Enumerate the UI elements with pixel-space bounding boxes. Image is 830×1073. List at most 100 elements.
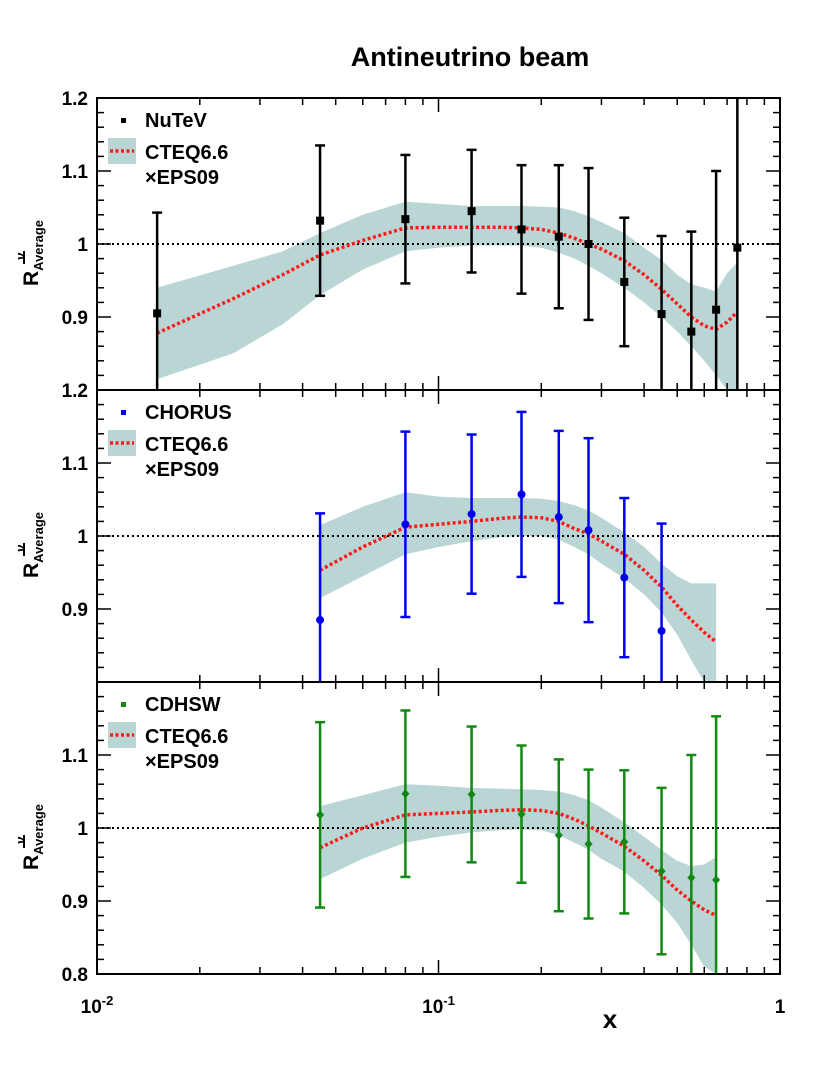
marker-diamond <box>401 789 410 799</box>
legend-label: ×EPS09 <box>145 751 219 773</box>
x-ticks <box>96 98 766 390</box>
legend-marker <box>121 702 126 707</box>
y-tick-label: 0.9 <box>62 892 88 913</box>
y-axis-title: RAverageν <box>13 804 46 870</box>
theory-curve <box>319 808 717 918</box>
data-point <box>619 216 630 348</box>
data-point <box>466 148 477 274</box>
data-point <box>466 433 477 595</box>
legend-label: CDHSW <box>145 694 221 716</box>
y-tick-label: 0.9 <box>62 308 88 329</box>
legend-label: CTEQ6.6 <box>145 726 228 748</box>
data-point <box>400 709 411 879</box>
data-point <box>686 753 697 974</box>
marker-circle <box>467 510 476 519</box>
y-axis-title-main: R <box>20 855 43 870</box>
theory-curve <box>156 225 739 335</box>
data-point <box>733 98 742 390</box>
data-point <box>466 725 477 864</box>
data-point <box>619 496 630 659</box>
y-axis-title-sup: ν <box>13 252 28 260</box>
legend-label: NuTeV <box>145 110 208 132</box>
theory-curve <box>319 515 718 644</box>
data-point <box>686 230 697 390</box>
legend-label: ×EPS09 <box>145 459 219 481</box>
panel-nutev: 0.9 1 1.1 1.2 NuTeV CTEQ6.6 ×EPS09 <box>62 89 781 391</box>
legend: CHORUS CTEQ6.6 ×EPS09 <box>108 402 232 481</box>
y-tick-label: 1.1 <box>62 746 89 767</box>
panel-cdhsw: 0.8 0.9 1 1.1 CDHSW CTEQ6.6 ×EPS09 <box>62 681 781 986</box>
uncertainty-band <box>320 784 717 974</box>
y-ticks <box>97 681 780 975</box>
y-tick-label: 1 <box>77 819 88 840</box>
panel-chorus: 0.9 1 1.1 1.2 CHORUS CTEQ6.6 ×EPS09 <box>62 381 781 683</box>
marker-diamond <box>584 839 593 849</box>
y-tick-label: 1 <box>77 527 88 548</box>
data-point <box>656 522 667 682</box>
y-axis-title-main: R <box>20 271 43 286</box>
data-point <box>516 163 527 295</box>
x-axis-tick-labels: 10-2 10-1 1 <box>81 993 786 1018</box>
marker-circle <box>316 615 325 624</box>
y-axis-title-sub: Average <box>31 804 46 855</box>
data-point <box>619 769 630 915</box>
data-point <box>516 744 527 884</box>
y-tick-label: 1.2 <box>62 89 88 110</box>
y-axis-title: RAverageν <box>13 512 46 578</box>
data-point <box>553 163 564 310</box>
plot-area <box>97 709 780 974</box>
marker-square <box>584 240 593 248</box>
legend-label: CTEQ6.6 <box>145 142 228 164</box>
x-tick-label-exp: -1 <box>443 993 455 1008</box>
marker-circle <box>517 490 526 499</box>
x-tick-label: 1 <box>775 997 786 1018</box>
y-ticks <box>97 389 780 683</box>
data-point <box>400 430 411 619</box>
plot-area <box>97 98 780 390</box>
data-point <box>315 720 326 909</box>
marker-square <box>467 207 476 216</box>
marker-square <box>733 243 742 252</box>
legend: NuTeV CTEQ6.6 ×EPS09 <box>108 110 228 189</box>
marker-square <box>687 327 696 336</box>
panels: 0.9 1 1.1 1.2 NuTeV CTEQ6.6 ×EPS09 0.9 1 1.1 1.2 CH… <box>62 89 781 986</box>
legend-marker <box>121 118 126 123</box>
x-tick-label-base: 10 <box>81 997 102 1018</box>
chart-title: Antineutrino beam <box>351 42 590 72</box>
y-tick-label: 1.2 <box>62 381 88 402</box>
data-point <box>553 758 564 913</box>
marker-diamond <box>657 866 666 876</box>
marker-circle <box>554 513 563 522</box>
marker-square <box>517 225 526 234</box>
y-axis-title-sup: ν <box>13 836 28 844</box>
data-point <box>583 436 594 624</box>
x-axis-title: x <box>603 1004 618 1034</box>
marker-diamond <box>687 873 696 883</box>
marker-square <box>620 277 629 286</box>
marker-circle <box>401 520 410 529</box>
legend-label: CTEQ6.6 <box>145 434 228 456</box>
y-axis-title: RAverageν <box>13 220 46 286</box>
marker-circle <box>620 573 629 582</box>
data-point <box>711 169 722 390</box>
x-tick-label-base: 10 <box>422 997 443 1018</box>
uncertainty-band <box>157 201 738 390</box>
data-point <box>583 768 594 920</box>
y-axis-title-sub: Average <box>31 512 46 563</box>
x-ticks <box>96 682 766 974</box>
marker-diamond <box>554 830 563 840</box>
data-point <box>315 512 326 682</box>
marker-square <box>554 232 563 241</box>
data-point <box>400 153 411 285</box>
marker-square <box>657 310 666 319</box>
y-tick-label: 1 <box>77 235 88 256</box>
data-point <box>516 410 527 579</box>
marker-diamond <box>467 789 476 799</box>
data-point <box>553 429 564 605</box>
data-point <box>152 211 163 390</box>
y-tick-label: 1.1 <box>62 454 89 475</box>
legend-label: CHORUS <box>145 402 232 424</box>
marker-square <box>712 305 721 314</box>
marker-diamond <box>517 809 526 819</box>
